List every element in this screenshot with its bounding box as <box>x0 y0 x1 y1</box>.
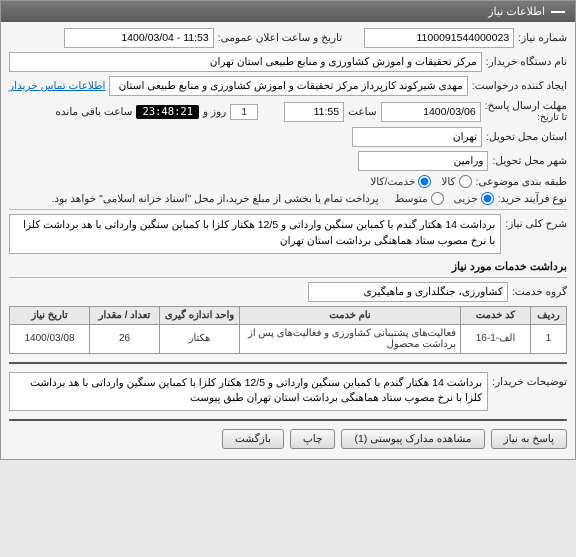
buyer-contact-link[interactable]: اطلاعات تماس خریدار <box>9 80 105 92</box>
td-unit: هکتار <box>160 324 240 353</box>
pay-note: پرداخت تمام یا بخشی از مبلغ خرید،از محل … <box>51 193 378 205</box>
radio-medium-input[interactable] <box>431 192 444 205</box>
action-buttons: پاسخ به نیاز مشاهده مدارک پیوستی (1) چاپ… <box>9 429 567 449</box>
divider-3 <box>9 362 567 364</box>
td-qty: 26 <box>90 324 160 353</box>
need-no-field <box>364 28 514 48</box>
buyer-notes-textarea <box>9 372 488 412</box>
services-table: ردیف کد خدمت نام خدمت واحد اندازه گیری ت… <box>9 306 567 354</box>
public-announce-label: تاریخ و ساعت اعلان عمومی: <box>218 32 342 44</box>
need-info-panel: اطلاعات نیاز شماره نیاز: تاریخ و ساعت اع… <box>0 0 576 460</box>
deadline-label: مهلت ارسال پاسخ: <box>485 100 567 112</box>
purchase-type-label: نوع فرآیند خرید: <box>498 193 567 205</box>
service-group-label: گروه خدمت: <box>512 286 567 298</box>
subject-group-label: طبقه بندی موضوعی: <box>476 176 567 188</box>
deadline-date-field <box>381 102 481 122</box>
province-label: استان محل تحویل: <box>486 131 567 143</box>
divider-2 <box>9 277 567 278</box>
radio-kala-input[interactable] <box>459 175 472 188</box>
subject-group-radios: کالا خدمت/کالا <box>370 175 471 188</box>
radio-service[interactable]: خدمت/کالا <box>370 175 431 188</box>
td-name: فعالیت‌های پشتیبانی کشاورزی و فعالیت‌های… <box>240 324 461 353</box>
panel-header: اطلاعات نیاز <box>1 1 575 22</box>
buyer-notes-label: توضیحات خریدار: <box>492 372 567 388</box>
th-date: تاریخ نیاز <box>10 306 90 324</box>
th-code: کد خدمت <box>461 306 531 324</box>
th-name: نام خدمت <box>240 306 461 324</box>
services-section-title: برداشت خدمات مورد نیاز <box>9 260 567 273</box>
th-row: ردیف <box>531 306 567 324</box>
collapse-icon[interactable] <box>551 11 565 13</box>
reply-button[interactable]: پاسخ به نیاز <box>491 429 567 449</box>
city-label: شهر محل تحویل: <box>492 155 567 167</box>
panel-title: اطلاعات نیاز <box>488 5 545 18</box>
radio-partial-input[interactable] <box>481 192 494 205</box>
province-field <box>352 127 482 147</box>
table-header-row: ردیف کد خدمت نام خدمت واحد اندازه گیری ت… <box>10 306 567 324</box>
creator-field <box>109 76 467 96</box>
purchase-type-radios: جزیی متوسط <box>395 192 494 205</box>
org-field <box>9 52 482 72</box>
deadline-to-label: تا تاریخ: <box>485 112 567 123</box>
remain-text: ساعت باقی مانده <box>55 106 132 118</box>
radio-service-label: خدمت/کالا <box>370 176 415 188</box>
radio-kala[interactable]: کالا <box>441 175 471 188</box>
deadline-time-label: ساعت <box>348 106 377 118</box>
td-code: الف-1-16 <box>461 324 531 353</box>
td-date: 1400/03/08 <box>10 324 90 353</box>
divider-1 <box>9 209 567 210</box>
service-group-field <box>308 282 508 302</box>
public-announce-field <box>64 28 214 48</box>
org-label: نام دستگاه خریدار: <box>486 56 567 68</box>
td-idx: 1 <box>531 324 567 353</box>
table-row: 1 الف-1-16 فعالیت‌های پشتیبانی کشاورزی و… <box>10 324 567 353</box>
radio-medium-label: متوسط <box>395 193 428 205</box>
radio-partial-label: جزیی <box>454 193 478 205</box>
countdown-timer: 23:48:21 <box>136 105 199 119</box>
radio-kala-label: کالا <box>441 176 455 188</box>
print-button[interactable]: چاپ <box>290 429 336 449</box>
radio-medium[interactable]: متوسط <box>395 192 444 205</box>
need-no-label: شماره نیاز: <box>518 32 567 44</box>
need-title-label: شرح کلی نیاز: <box>505 214 567 230</box>
creator-label: ایجاد کننده درخواست: <box>472 80 567 92</box>
back-button[interactable]: بازگشت <box>222 429 284 449</box>
panel-body: شماره نیاز: تاریخ و ساعت اعلان عمومی: نا… <box>1 22 575 459</box>
days-word: روز و <box>203 106 226 118</box>
days-remaining: 1 <box>230 104 258 120</box>
deadline-time-field <box>284 102 344 122</box>
radio-service-input[interactable] <box>418 175 431 188</box>
divider-4 <box>9 419 567 421</box>
city-field <box>358 151 488 171</box>
radio-partial[interactable]: جزیی <box>454 192 494 205</box>
th-unit: واحد اندازه گیری <box>160 306 240 324</box>
th-qty: تعداد / مقدار <box>90 306 160 324</box>
attachments-button[interactable]: مشاهده مدارک پیوستی (1) <box>341 429 484 449</box>
need-title-textarea <box>9 214 501 254</box>
